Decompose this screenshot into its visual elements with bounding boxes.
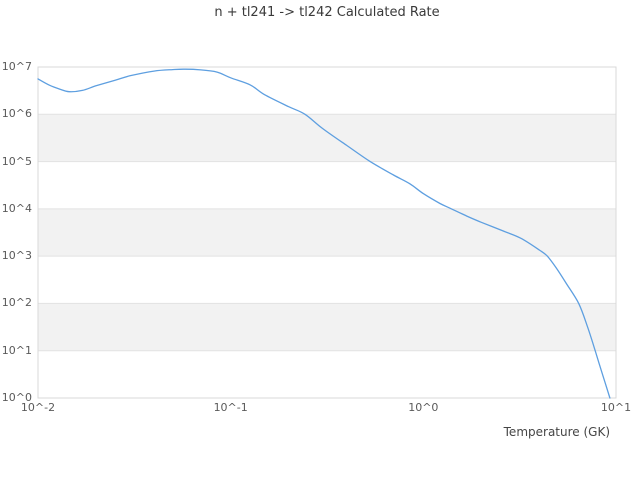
y-tick-label: 10^5 (1, 154, 32, 168)
y-tick-label: 10^7 (1, 60, 32, 73)
x-axis-title: Temperature (GK) (503, 425, 610, 439)
x-tick-label: 10^0 (408, 401, 439, 414)
rate-curve (37, 68, 611, 399)
x-tick-label: 10^-1 (213, 401, 248, 414)
y-tick-label: 10^6 (1, 107, 32, 121)
y-tick-label: 10^1 (1, 343, 32, 357)
decade-band (38, 208, 616, 257)
chart-title: n + tl241 -> tl242 Calculated Rate (214, 5, 440, 20)
y-tick-label: 10^2 (1, 296, 32, 310)
x-tick-label: 10^1 (600, 401, 632, 414)
y-tick-label: 10^0 (1, 391, 32, 404)
decade-band (38, 303, 616, 351)
decade-band (38, 114, 616, 162)
y-tick-label: 10^4 (1, 201, 32, 215)
y-tick-label: 10^3 (1, 249, 32, 263)
plot-border (37, 66, 617, 399)
x-tick-label: 10^-2 (20, 401, 56, 414)
